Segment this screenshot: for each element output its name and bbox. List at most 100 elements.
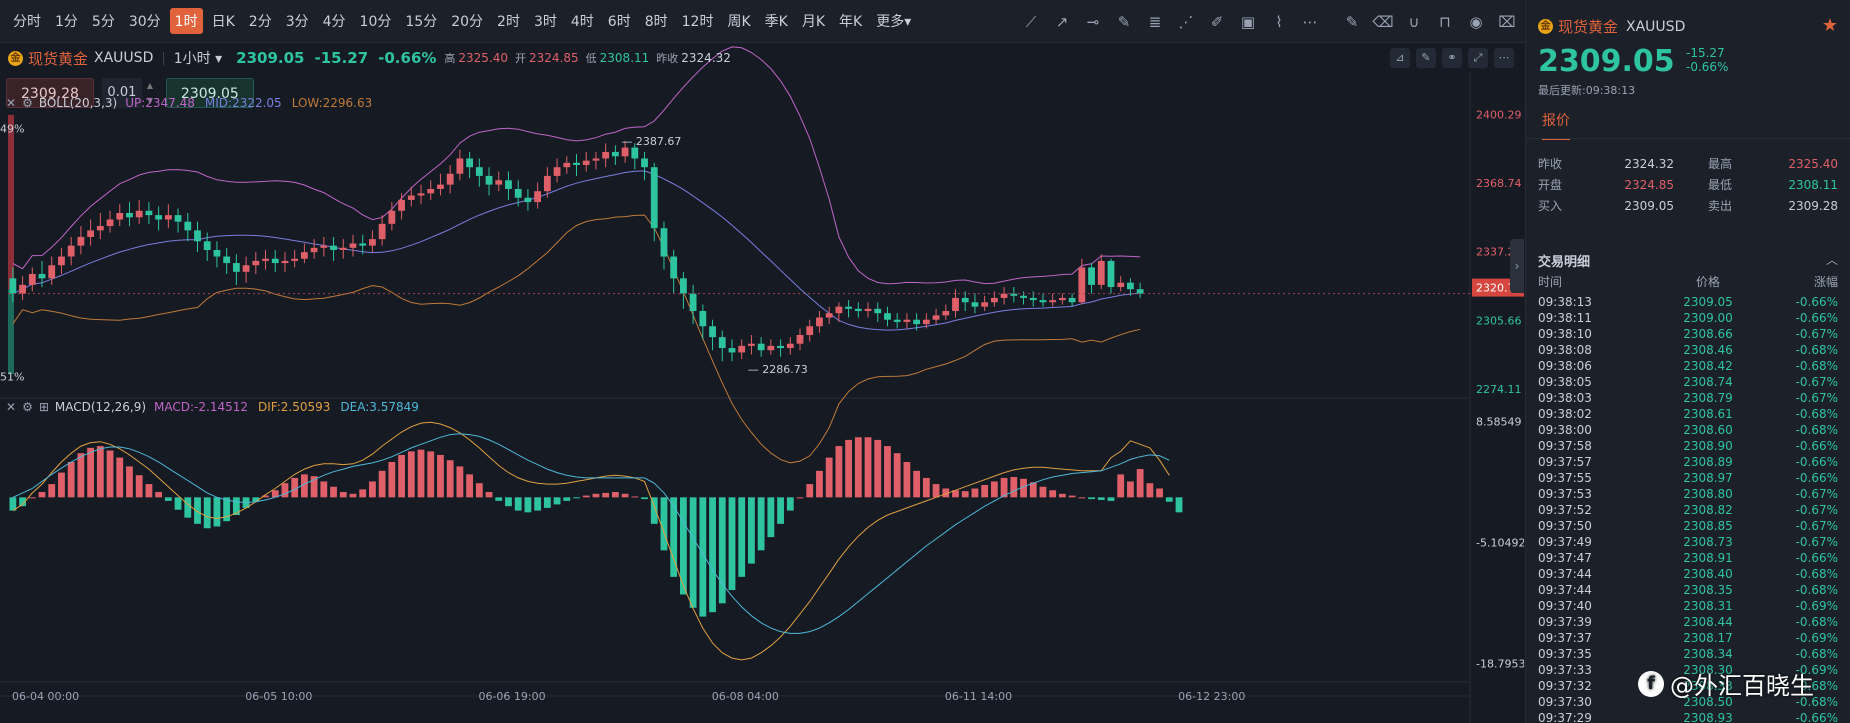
timeframe-0[interactable]: 分时 — [13, 14, 41, 30]
chart-canvas[interactable]: 49% 51% — 2387.67 — 2286.73 2400.29 2368.74 23… — [0, 44, 1524, 723]
timeframe-5[interactable]: 日K — [211, 14, 235, 30]
timeframe-17[interactable]: 12时 — [681, 14, 714, 30]
trade-change: -0.68% — [1795, 647, 1838, 661]
horizontal-line-icon[interactable]: ⊸ — [1086, 12, 1100, 31]
trade-row: 09:38:06 2308.42 -0.68% — [1538, 358, 1838, 374]
timeframe-7[interactable]: 3分 — [285, 14, 309, 30]
trade-change: -0.67% — [1795, 535, 1838, 549]
settings-icon[interactable]: ⚙ — [22, 400, 33, 414]
macd-bar — [407, 451, 415, 498]
quantity-input[interactable]: 0.01 — [101, 78, 142, 108]
timeframe-8[interactable]: 4分 — [322, 14, 346, 30]
macd-bar — [611, 492, 619, 498]
trade-price: 2308.97 — [1683, 471, 1733, 485]
magnet-icon[interactable]: ∪ — [1408, 12, 1420, 31]
timeframe-11[interactable]: 20分 — [451, 14, 484, 30]
symbol-name: 现货黄金 — [28, 49, 89, 68]
trend-line-icon[interactable]: ⟋ — [1025, 12, 1037, 31]
more-tools-icon[interactable]: ⋯ — [1302, 12, 1318, 31]
close-icon[interactable]: ✕ — [6, 96, 17, 110]
pencil-icon[interactable]: ✐ — [1210, 12, 1224, 31]
timeframe-22[interactable]: 更多▾ — [876, 14, 912, 30]
candle-body — [475, 167, 483, 176]
timeframe-1[interactable]: 1分 — [55, 14, 78, 30]
close-icon[interactable]: ✕ — [6, 400, 17, 414]
trade-price: 2308.44 — [1683, 615, 1733, 629]
macd-bar — [339, 492, 347, 498]
boll-mid-line — [12, 170, 1141, 331]
timeframe-3[interactable]: 30分 — [128, 14, 161, 30]
timeframe-14[interactable]: 4时 — [570, 14, 594, 30]
trade-list[interactable]: 09:38:13 2309.05 -0.66% 09:38:11 2309.00 … — [1538, 294, 1838, 723]
draw-icon[interactable]: ✎ — [1416, 48, 1436, 68]
candle-body — [854, 308, 862, 312]
macd-bar — [679, 497, 687, 595]
buy-price-button[interactable]: 2309.05 — [165, 78, 254, 108]
brush-icon[interactable]: ✎ — [1117, 12, 1131, 31]
candle-body — [87, 230, 95, 237]
trade-row: 09:37:30 2308.50 -0.68% — [1538, 694, 1838, 710]
trade-time: 09:37:35 — [1538, 647, 1592, 661]
eye-icon[interactable]: ◉ — [1469, 12, 1483, 31]
timeframe-20[interactable]: 月K — [801, 14, 826, 30]
chart-area[interactable]: 49% 51% — 2387.67 — 2286.73 2400.29 2368.74 23… — [0, 44, 1524, 723]
settings-icon[interactable]: ⚙ — [22, 96, 33, 110]
trade-time: 09:37:47 — [1538, 551, 1592, 565]
fullscreen-icon[interactable]: ⤢ — [1468, 48, 1488, 68]
trade-row: 09:38:03 2308.79 -0.67% — [1538, 390, 1838, 406]
collapse-sidebar-icon[interactable]: › — [1510, 239, 1524, 293]
trade-change: -0.66% — [1795, 311, 1838, 325]
trade-row: 09:37:47 2308.91 -0.66% — [1538, 550, 1838, 566]
candle-body — [903, 319, 911, 322]
chart-type-icon[interactable]: ⊿ — [1390, 48, 1410, 68]
eraser-icon[interactable]: ⌫ — [1372, 12, 1394, 31]
expand-icon[interactable]: ⊞ — [38, 400, 49, 414]
tab-quote[interactable]: 报价 — [1542, 110, 1570, 140]
pattern-icon[interactable]: ⌇ — [1275, 12, 1283, 31]
sell-price-button[interactable]: 2309.28 — [6, 78, 94, 108]
candle-body — [1000, 293, 1008, 298]
timeframe-10[interactable]: 15分 — [405, 14, 438, 30]
macd-bar — [369, 481, 376, 498]
timeframe-16[interactable]: 8时 — [644, 14, 668, 30]
boll-mid: MID:2322.05 — [204, 96, 282, 110]
candle-body — [1058, 297, 1066, 301]
candle-body — [777, 345, 784, 349]
timeframe-15[interactable]: 6时 — [607, 14, 631, 30]
favorite-star-icon[interactable]: ★ — [1821, 15, 1838, 36]
fan-icon[interactable]: ⋰ — [1178, 12, 1194, 31]
ray-line-icon[interactable]: ↗ — [1055, 12, 1069, 31]
timeframe-19[interactable]: 季K — [764, 14, 788, 30]
lock-icon[interactable]: ⊓ — [1439, 12, 1451, 31]
quote-label: 买入 — [1538, 199, 1563, 213]
candle-body — [174, 215, 182, 222]
timeframe-12[interactable]: 2时 — [497, 14, 520, 30]
trade-time: 09:38:05 — [1538, 375, 1592, 389]
price-tick: 2368.74 — [1476, 177, 1522, 190]
trade-time: 09:38:06 — [1538, 359, 1592, 373]
timeframe-4[interactable]: 1时 — [169, 8, 203, 34]
compare-icon[interactable]: ⚭ — [1442, 48, 1462, 68]
fib-icon[interactable]: ≣ — [1148, 12, 1162, 31]
trade-change: -0.66% — [1795, 295, 1838, 309]
trade-price: 2308.66 — [1683, 327, 1733, 341]
timeframe-13[interactable]: 3时 — [533, 14, 557, 30]
interval-select[interactable]: 1小时 ▾ — [173, 51, 223, 67]
image-icon[interactable]: ▣ — [1240, 12, 1256, 31]
timeframe-2[interactable]: 5分 — [91, 14, 115, 30]
timeframe-21[interactable]: 年K — [839, 14, 863, 30]
timeframe-6[interactable]: 2分 — [248, 14, 272, 30]
candle-body — [816, 317, 823, 327]
quantity-stepper[interactable]: ▲ ▼ — [146, 81, 153, 105]
timeframe-9[interactable]: 10分 — [359, 14, 392, 30]
col-price: 价格 — [1695, 275, 1720, 289]
quote-label: 最高 — [1708, 157, 1733, 171]
collapse-icon[interactable]: ︿ — [1825, 253, 1838, 267]
trade-price: 2308.33 — [1683, 679, 1733, 693]
trash-icon[interactable]: ⌧ — [1498, 12, 1516, 31]
macd-bar — [271, 490, 279, 498]
quote-row: 昨收 2324.32 最高 2325.40 — [1538, 153, 1838, 174]
timeframe-18[interactable]: 周K — [727, 14, 751, 30]
edit-icon[interactable]: ✎ — [1345, 12, 1359, 31]
more-icon[interactable]: ⋯ — [1494, 48, 1514, 68]
